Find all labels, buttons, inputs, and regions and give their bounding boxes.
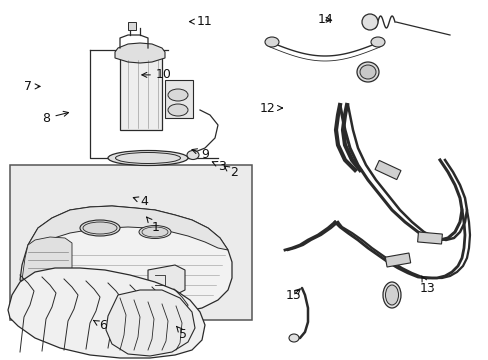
Polygon shape <box>385 253 410 267</box>
Ellipse shape <box>264 37 279 47</box>
Ellipse shape <box>359 65 375 79</box>
Polygon shape <box>22 237 72 302</box>
Text: 7: 7 <box>24 80 40 93</box>
Polygon shape <box>417 232 442 244</box>
Bar <box>128 22 136 30</box>
Ellipse shape <box>168 104 187 116</box>
Ellipse shape <box>288 334 298 342</box>
Text: 6: 6 <box>93 319 106 332</box>
Text: 8: 8 <box>42 111 68 125</box>
Text: 4: 4 <box>133 195 148 208</box>
Ellipse shape <box>168 89 187 101</box>
Ellipse shape <box>186 150 199 159</box>
Ellipse shape <box>385 285 398 305</box>
Bar <box>120 58 162 130</box>
Text: 5: 5 <box>176 326 187 341</box>
Polygon shape <box>115 43 164 63</box>
Text: 2: 2 <box>224 166 237 179</box>
Text: 12: 12 <box>260 102 282 114</box>
Text: 15: 15 <box>285 289 301 302</box>
Text: 14: 14 <box>317 13 332 26</box>
Bar <box>10 165 251 320</box>
Text: 10: 10 <box>142 68 171 81</box>
Polygon shape <box>20 206 231 315</box>
Text: 11: 11 <box>189 15 212 28</box>
Text: 13: 13 <box>419 276 435 294</box>
Ellipse shape <box>370 37 384 47</box>
Ellipse shape <box>361 14 377 30</box>
Text: 3: 3 <box>212 160 226 173</box>
Polygon shape <box>8 268 204 358</box>
Polygon shape <box>28 206 227 250</box>
Polygon shape <box>148 265 184 295</box>
Text: 1: 1 <box>146 217 159 234</box>
Ellipse shape <box>80 220 120 236</box>
Text: 9: 9 <box>192 148 209 161</box>
Ellipse shape <box>108 150 187 166</box>
Ellipse shape <box>139 225 171 239</box>
Ellipse shape <box>382 282 400 308</box>
Ellipse shape <box>356 62 378 82</box>
Polygon shape <box>374 161 400 180</box>
Polygon shape <box>106 290 195 356</box>
Bar <box>164 80 193 118</box>
